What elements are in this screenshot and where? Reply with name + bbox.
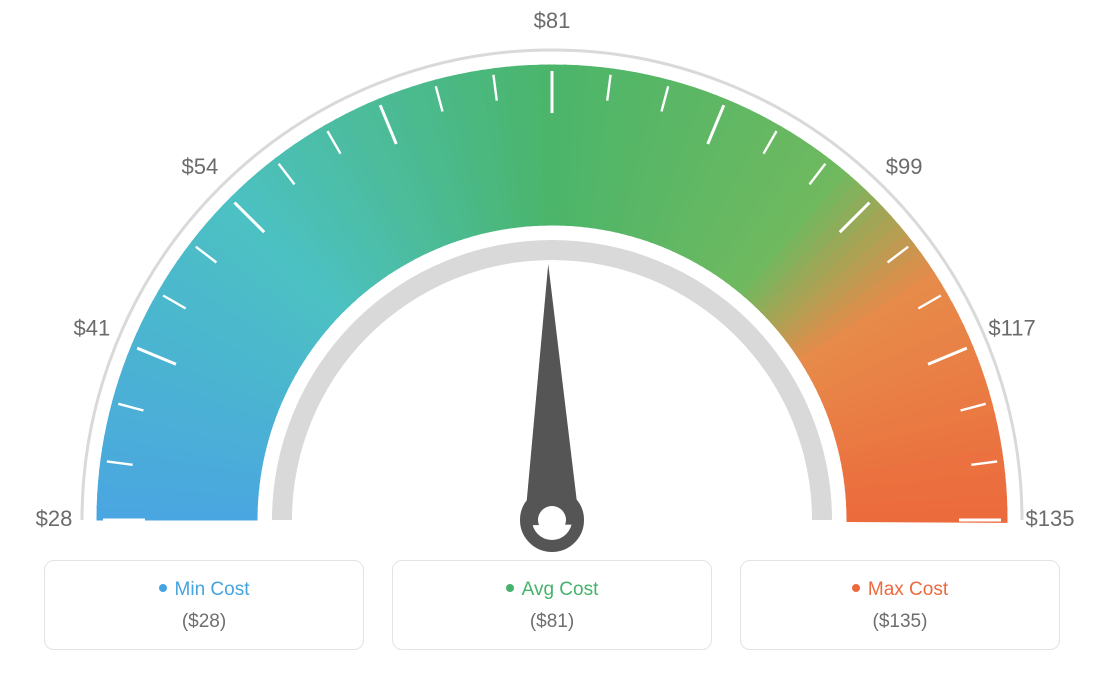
legend-title-max: Max Cost	[751, 579, 1049, 601]
dot-icon	[159, 584, 167, 592]
svg-text:$28: $28	[36, 506, 73, 531]
svg-text:$54: $54	[182, 154, 219, 179]
gauge-svg: $28 $41 $54 $81 $99 $117 $135	[0, 0, 1104, 560]
legend-title-avg: Avg Cost	[403, 579, 701, 601]
dot-icon	[506, 584, 514, 592]
legend-label: Avg Cost	[522, 579, 599, 600]
svg-text:$41: $41	[74, 315, 111, 340]
dot-icon	[852, 584, 860, 592]
legend-card-min: Min Cost ($28)	[44, 560, 364, 650]
legend-label: Max Cost	[868, 579, 948, 600]
legend-row: Min Cost ($28) Avg Cost ($81) Max Cost (…	[0, 560, 1104, 670]
svg-text:$135: $135	[1026, 506, 1075, 531]
legend-value-max: ($135)	[751, 611, 1049, 633]
svg-text:$117: $117	[988, 315, 1035, 340]
legend-value-avg: ($81)	[403, 611, 701, 633]
legend-label: Min Cost	[175, 579, 250, 600]
svg-text:$81: $81	[534, 8, 571, 33]
cost-gauge: $28 $41 $54 $81 $99 $117 $135	[0, 0, 1104, 560]
svg-text:$99: $99	[886, 154, 923, 179]
legend-value-min: ($28)	[55, 611, 353, 633]
legend-card-max: Max Cost ($135)	[740, 560, 1060, 650]
legend-title-min: Min Cost	[55, 579, 353, 601]
legend-card-avg: Avg Cost ($81)	[392, 560, 712, 650]
